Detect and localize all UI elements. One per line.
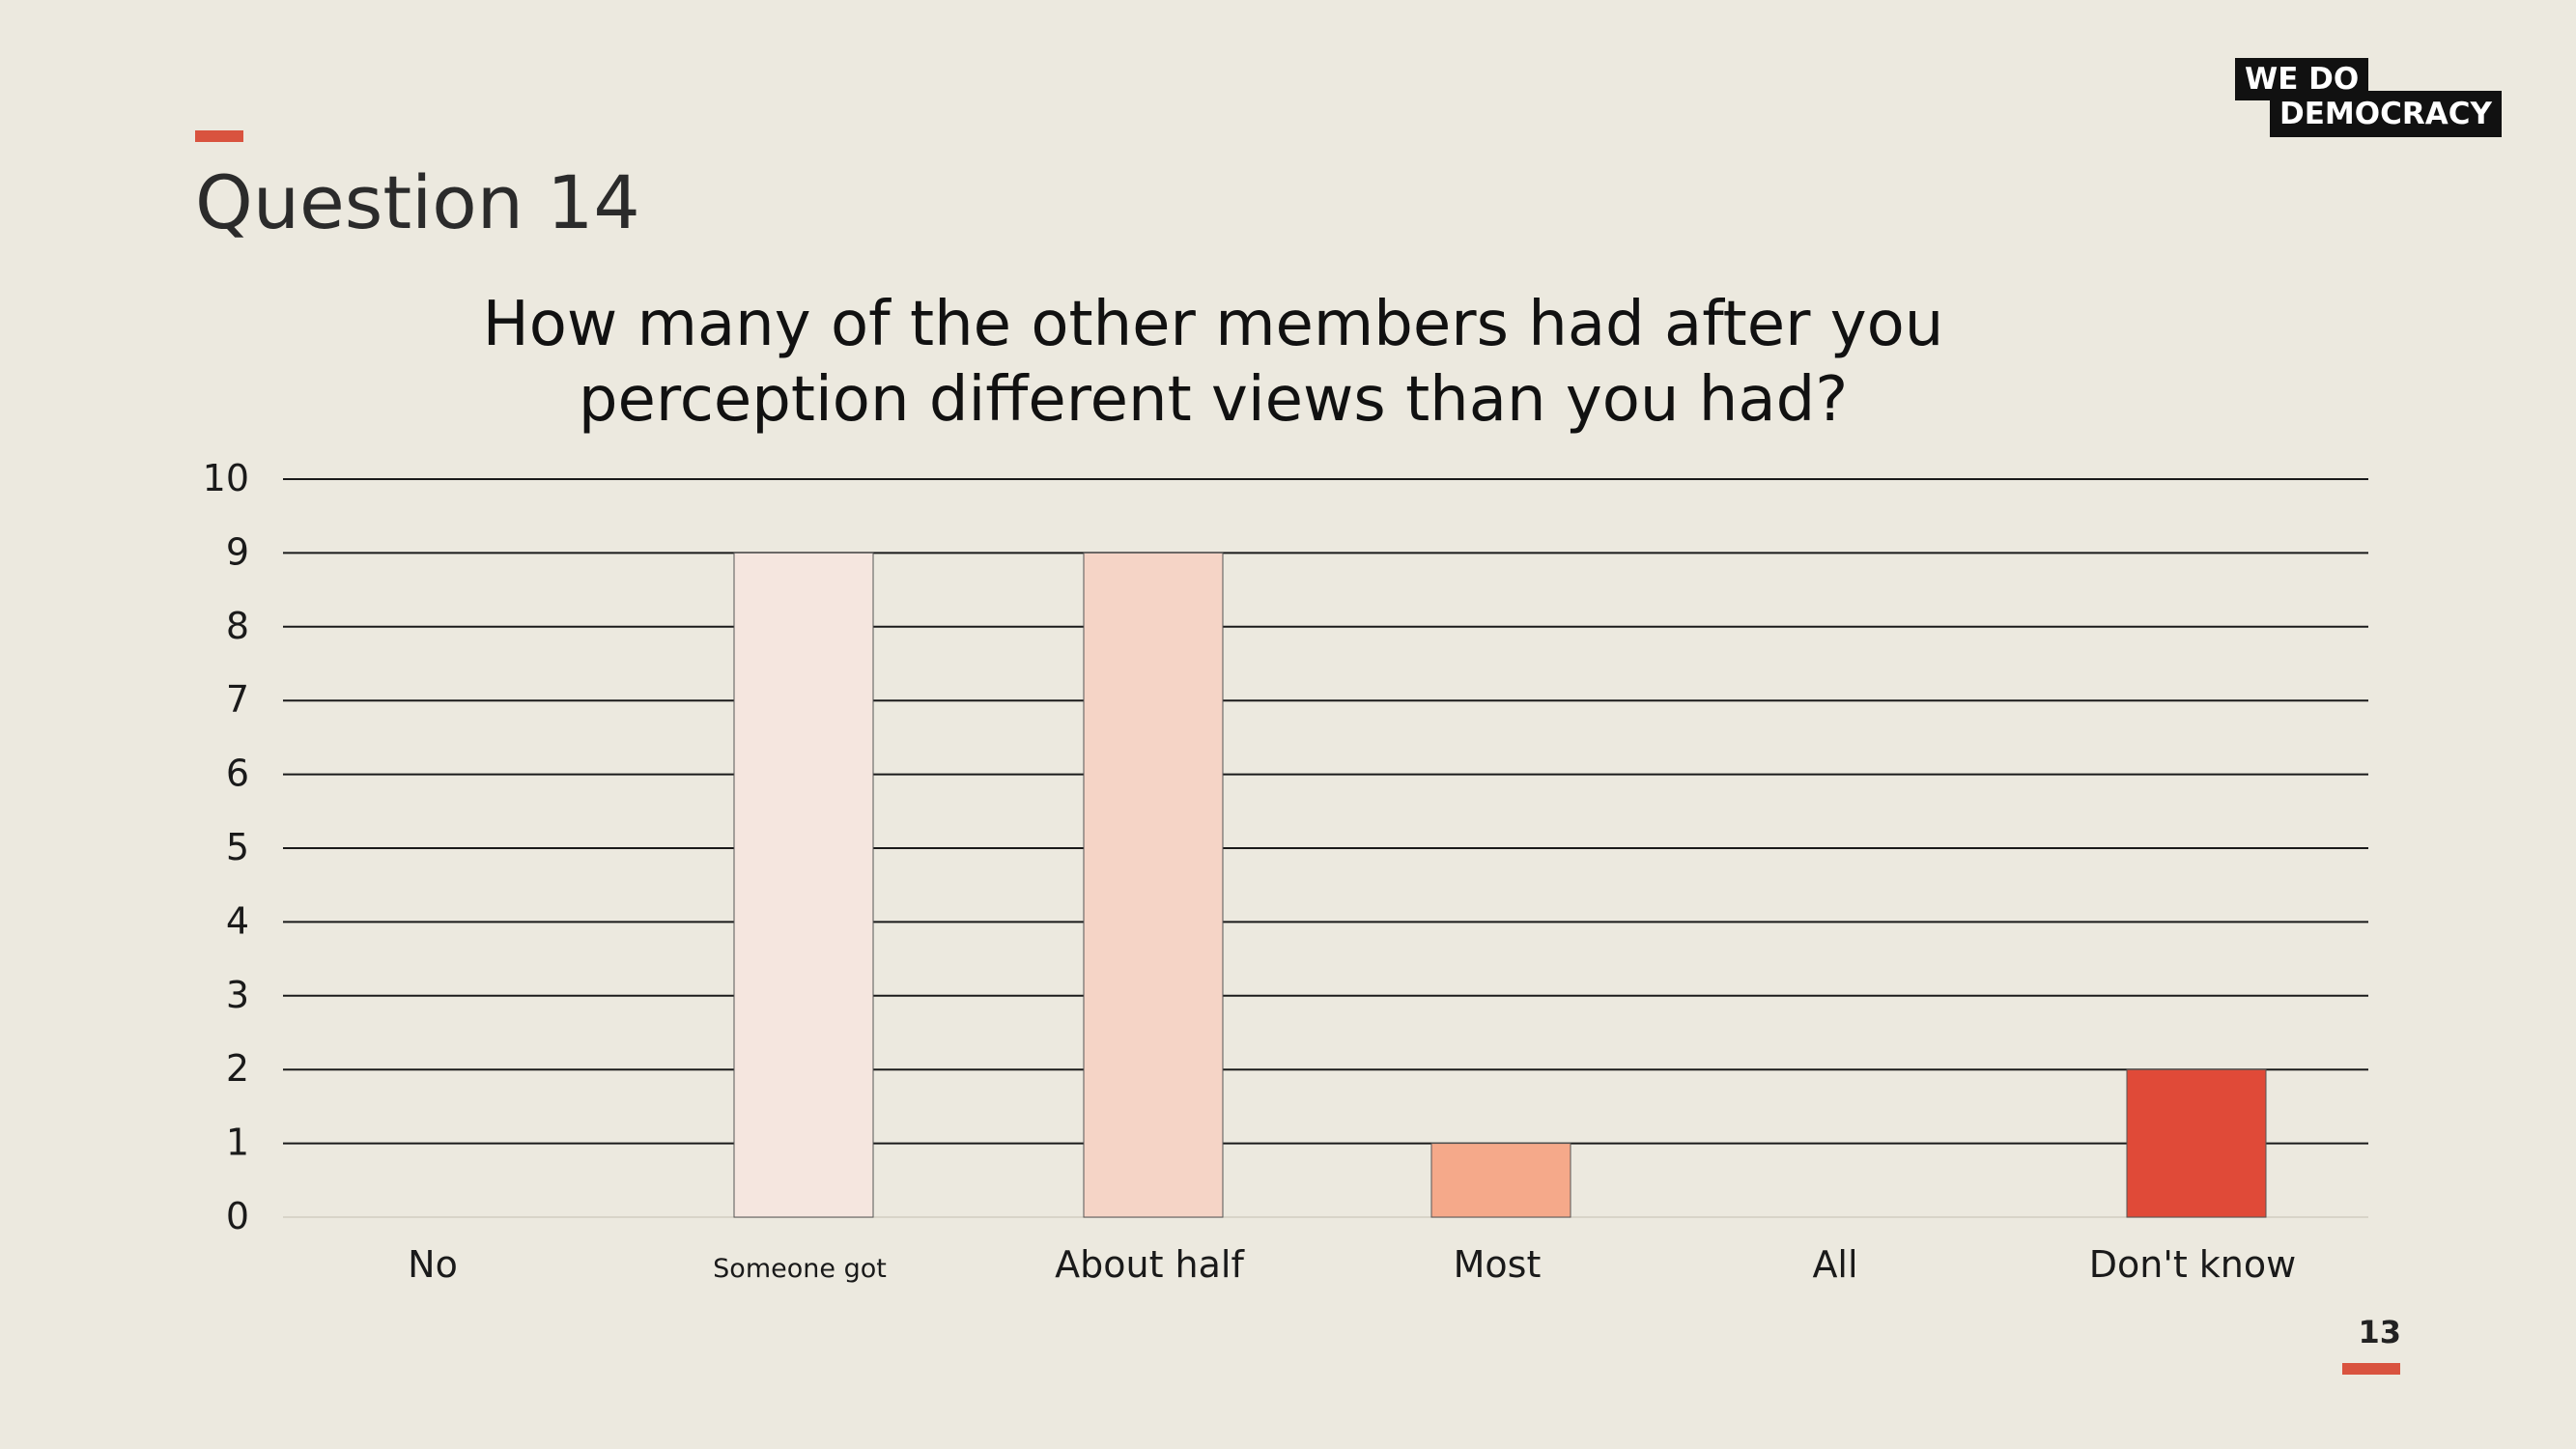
y-tick-label: 8 — [226, 605, 249, 647]
page-accent-bar — [2342, 1363, 2400, 1375]
x-tick-label: No — [408, 1243, 458, 1286]
y-tick-label: 2 — [226, 1047, 249, 1090]
x-tick-label: All — [1812, 1243, 1857, 1286]
chart-title-line: perception different views than you had? — [579, 364, 1848, 436]
y-tick-label: 5 — [226, 826, 249, 868]
x-tick-label: About half — [1055, 1243, 1245, 1286]
y-tick-label: 9 — [226, 530, 249, 573]
x-tick-label: Don't know — [2089, 1243, 2296, 1286]
logo-line-2: DEMOCRACY — [2270, 91, 2502, 137]
bar-don-t-know — [2126, 1068, 2267, 1218]
x-tick-label: Most — [1454, 1243, 1542, 1286]
chart-title: How many of the other members had after … — [483, 289, 1944, 436]
bar-someone-got — [733, 552, 874, 1218]
y-tick-label: 10 — [203, 457, 249, 499]
y-tick-label: 1 — [226, 1122, 249, 1164]
y-tick-label: 7 — [226, 678, 249, 721]
y-tick-label: 4 — [226, 899, 249, 942]
y-tick-label: 3 — [226, 974, 249, 1016]
slide-title: Question 14 — [195, 159, 640, 245]
x-axis-ticks: No Someone got About half Most All Don't know — [408, 1243, 2296, 1286]
bar-about-half — [1083, 552, 1224, 1218]
y-tick-label: 6 — [226, 753, 249, 795]
y-tick-label: 0 — [226, 1195, 249, 1237]
bar-most — [1430, 1143, 1571, 1218]
we-do-democracy-logo: WE DO DEMOCRACY — [2235, 58, 2502, 137]
y-axis-ticks: 0 1 2 3 4 5 6 7 8 9 10 — [203, 457, 249, 1237]
chart-title-line: How many of the other members had after … — [483, 289, 1944, 360]
chart-gridlines — [283, 478, 2368, 1218]
page-number: 13 — [2358, 1314, 2401, 1350]
title-accent-bar — [195, 130, 243, 142]
chart-bars — [733, 552, 2267, 1218]
x-tick-label: Someone got — [713, 1254, 887, 1284]
